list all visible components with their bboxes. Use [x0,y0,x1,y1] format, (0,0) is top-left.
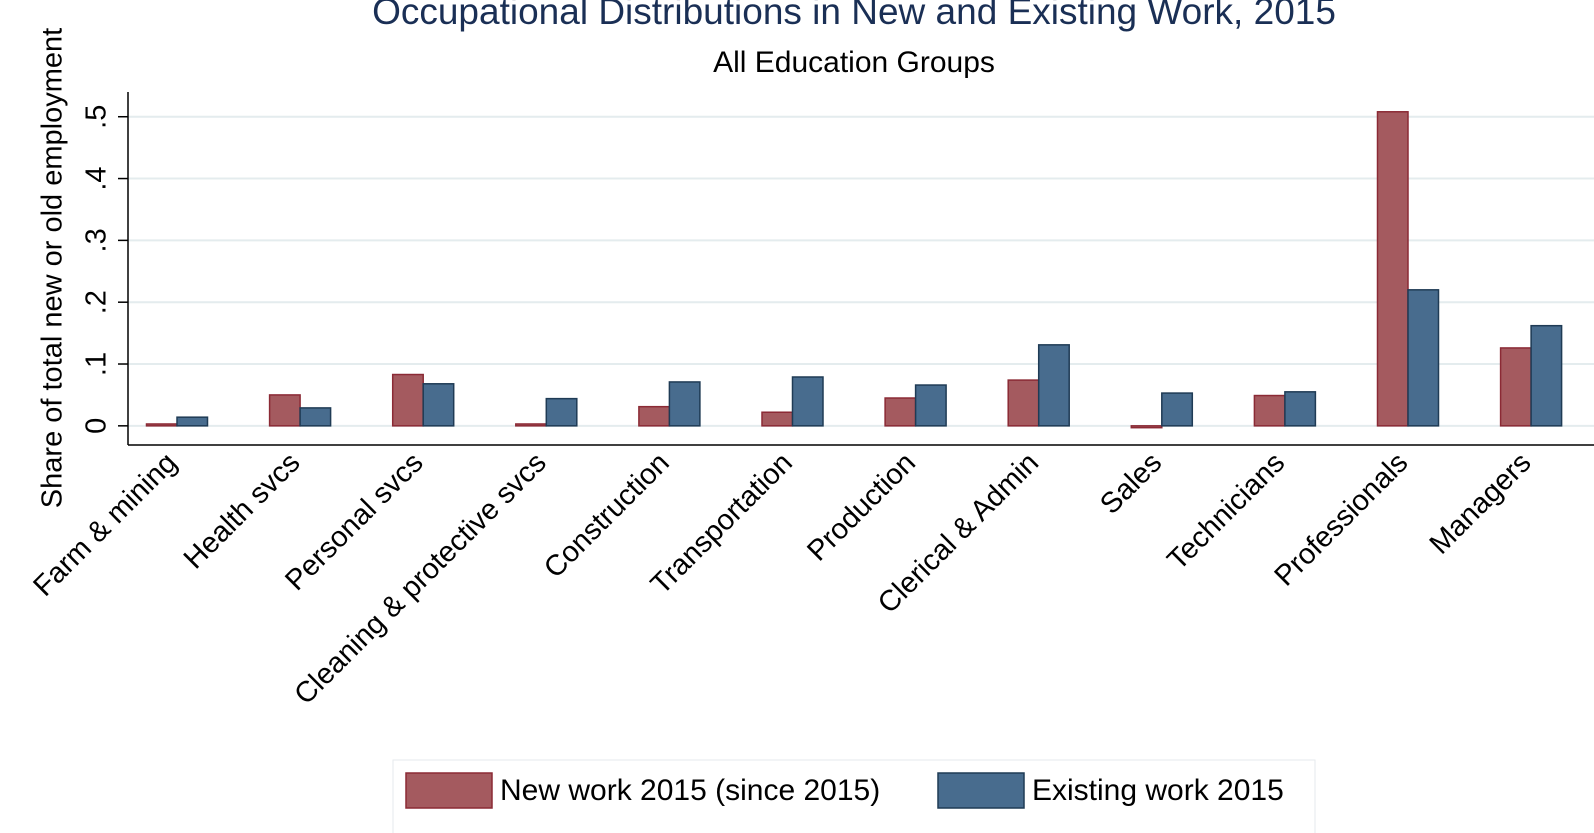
y-tick-label: .3 [81,228,113,252]
bar [638,405,671,427]
chart-title: Occupational Distributions in New and Ex… [372,0,1336,32]
legend-swatch [405,772,493,809]
bar [299,407,332,427]
bar [515,423,548,427]
bar [268,394,301,427]
bar [1499,347,1532,427]
legend-label: Existing work 2015 [1032,774,1284,807]
bar [1376,111,1409,427]
bar [1037,344,1070,427]
bar [1530,324,1563,427]
bar [1161,392,1194,427]
y-axis-label: Share of total new or old employment [37,28,69,508]
chart-subtitle: All Education Groups [713,46,995,79]
bar [914,384,947,427]
y-tick-label: .1 [81,352,113,376]
bar [1284,391,1317,427]
legend-swatch [937,772,1025,809]
bar [391,373,424,427]
y-tick-label: .5 [81,105,113,129]
y-tick-label: 0 [81,418,113,434]
legend-label: New work 2015 (since 2015) [500,774,880,807]
bar [1130,425,1163,429]
bar [1407,289,1440,427]
bar [1253,394,1286,427]
bar [176,416,209,427]
bar [668,381,701,427]
legend-box [392,759,1316,833]
bar [545,397,578,427]
bar [761,411,794,427]
bar [884,397,917,427]
y-tick-label: .4 [81,166,113,190]
bar [1007,379,1040,427]
bar [791,376,824,427]
bar [145,423,178,427]
bar [422,383,455,427]
y-tick-label: .2 [81,290,113,314]
